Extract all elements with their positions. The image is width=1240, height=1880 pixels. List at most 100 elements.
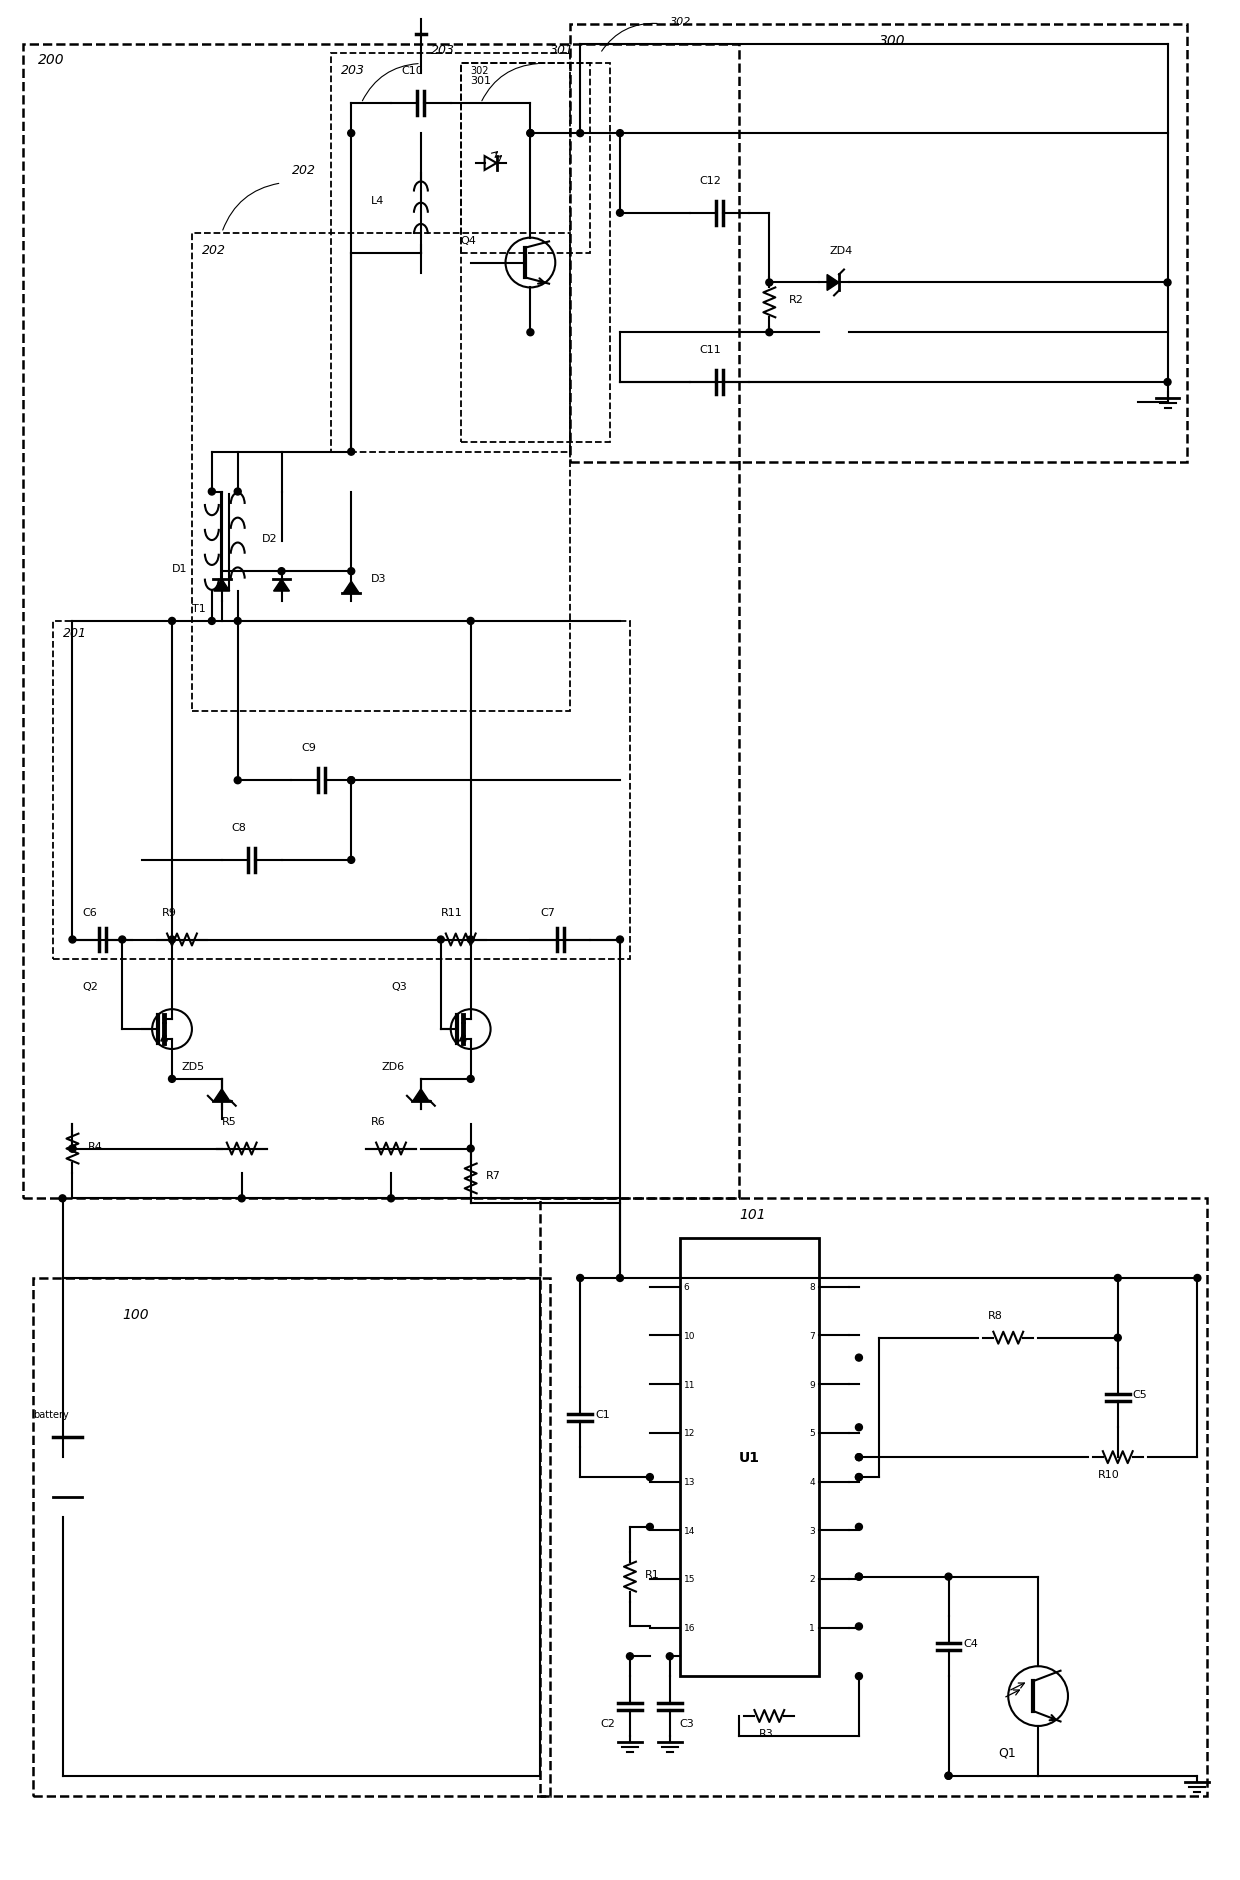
Circle shape bbox=[527, 130, 534, 137]
Circle shape bbox=[388, 1196, 394, 1201]
Circle shape bbox=[347, 857, 355, 865]
Text: D1: D1 bbox=[172, 564, 187, 573]
Bar bbox=[570, 24, 1188, 462]
Bar bbox=[331, 55, 570, 453]
Circle shape bbox=[1164, 380, 1171, 385]
Circle shape bbox=[169, 619, 176, 624]
Text: D3: D3 bbox=[371, 573, 387, 585]
Text: 12: 12 bbox=[683, 1429, 696, 1438]
Circle shape bbox=[208, 489, 216, 496]
Text: 14: 14 bbox=[683, 1527, 696, 1534]
Bar bbox=[22, 45, 739, 1199]
Text: 2: 2 bbox=[810, 1575, 815, 1583]
Circle shape bbox=[856, 1574, 862, 1581]
Circle shape bbox=[646, 1474, 653, 1481]
Circle shape bbox=[238, 1196, 246, 1201]
Bar bbox=[541, 1199, 1208, 1795]
Circle shape bbox=[1115, 1275, 1121, 1282]
Circle shape bbox=[347, 568, 355, 575]
Bar bbox=[461, 64, 590, 254]
Text: C3: C3 bbox=[680, 1718, 694, 1728]
Text: 301: 301 bbox=[551, 45, 574, 58]
Circle shape bbox=[527, 329, 534, 337]
Circle shape bbox=[1194, 1275, 1200, 1282]
Text: C4: C4 bbox=[963, 1639, 978, 1649]
Circle shape bbox=[347, 449, 355, 457]
Text: C8: C8 bbox=[232, 823, 247, 833]
Circle shape bbox=[577, 130, 584, 137]
Circle shape bbox=[616, 211, 624, 216]
Text: 1: 1 bbox=[810, 1622, 815, 1632]
Polygon shape bbox=[413, 1089, 429, 1102]
Text: R5: R5 bbox=[222, 1117, 237, 1126]
Text: 201: 201 bbox=[62, 626, 87, 639]
Text: C9: C9 bbox=[301, 743, 316, 754]
Text: C1: C1 bbox=[595, 1410, 610, 1419]
Circle shape bbox=[1164, 280, 1171, 288]
Text: 101: 101 bbox=[739, 1207, 766, 1222]
Circle shape bbox=[1115, 1335, 1121, 1342]
Text: Q1: Q1 bbox=[998, 1747, 1016, 1760]
Circle shape bbox=[945, 1773, 952, 1778]
Circle shape bbox=[527, 130, 534, 137]
Text: C10: C10 bbox=[401, 66, 423, 77]
Text: 8: 8 bbox=[810, 1282, 815, 1292]
Text: 3: 3 bbox=[810, 1527, 815, 1534]
Text: 200: 200 bbox=[37, 53, 64, 68]
Text: 300: 300 bbox=[879, 34, 905, 47]
Text: R4: R4 bbox=[87, 1141, 102, 1151]
Text: R2: R2 bbox=[789, 295, 804, 305]
Bar bbox=[192, 233, 570, 711]
Text: R7: R7 bbox=[486, 1171, 501, 1181]
Circle shape bbox=[945, 1773, 952, 1778]
Circle shape bbox=[234, 489, 242, 496]
Circle shape bbox=[169, 936, 176, 944]
Text: Q2: Q2 bbox=[82, 981, 98, 993]
Text: ZD4: ZD4 bbox=[830, 246, 852, 256]
Circle shape bbox=[666, 1653, 673, 1660]
Polygon shape bbox=[274, 579, 289, 592]
Text: R10: R10 bbox=[1097, 1470, 1120, 1480]
Text: R11: R11 bbox=[440, 908, 463, 917]
Bar bbox=[461, 64, 610, 442]
Text: 13: 13 bbox=[683, 1478, 696, 1487]
Circle shape bbox=[234, 619, 242, 624]
Circle shape bbox=[169, 1075, 176, 1083]
Circle shape bbox=[69, 1145, 76, 1152]
Polygon shape bbox=[343, 581, 360, 594]
Text: ZD6: ZD6 bbox=[381, 1062, 404, 1072]
Circle shape bbox=[69, 1145, 76, 1152]
Circle shape bbox=[856, 1453, 862, 1461]
Text: C6: C6 bbox=[82, 908, 97, 917]
Circle shape bbox=[766, 280, 773, 288]
Text: U1: U1 bbox=[739, 1449, 760, 1465]
Circle shape bbox=[60, 1196, 66, 1201]
Text: C5: C5 bbox=[1132, 1389, 1147, 1401]
Circle shape bbox=[856, 1354, 862, 1361]
Text: 203: 203 bbox=[430, 45, 455, 58]
Text: 301: 301 bbox=[471, 77, 492, 86]
Text: Q4: Q4 bbox=[461, 235, 476, 246]
Polygon shape bbox=[213, 579, 229, 592]
Circle shape bbox=[856, 1423, 862, 1431]
Circle shape bbox=[856, 1622, 862, 1630]
Circle shape bbox=[467, 1145, 474, 1152]
Text: R8: R8 bbox=[988, 1310, 1003, 1320]
Text: Q3: Q3 bbox=[391, 981, 407, 993]
Text: 302: 302 bbox=[471, 66, 489, 77]
Circle shape bbox=[347, 130, 355, 137]
Circle shape bbox=[577, 1275, 584, 1282]
Text: 10: 10 bbox=[683, 1331, 696, 1340]
Text: C7: C7 bbox=[541, 908, 556, 917]
Text: D2: D2 bbox=[262, 534, 278, 543]
Text: 4: 4 bbox=[810, 1478, 815, 1487]
Circle shape bbox=[856, 1474, 862, 1481]
Circle shape bbox=[467, 936, 474, 944]
Circle shape bbox=[856, 1574, 862, 1581]
Text: 7: 7 bbox=[810, 1331, 815, 1340]
Text: battery: battery bbox=[32, 1410, 68, 1419]
Text: 16: 16 bbox=[683, 1622, 696, 1632]
Text: 6: 6 bbox=[683, 1282, 689, 1292]
Text: T1: T1 bbox=[192, 603, 206, 613]
Circle shape bbox=[856, 1474, 862, 1481]
